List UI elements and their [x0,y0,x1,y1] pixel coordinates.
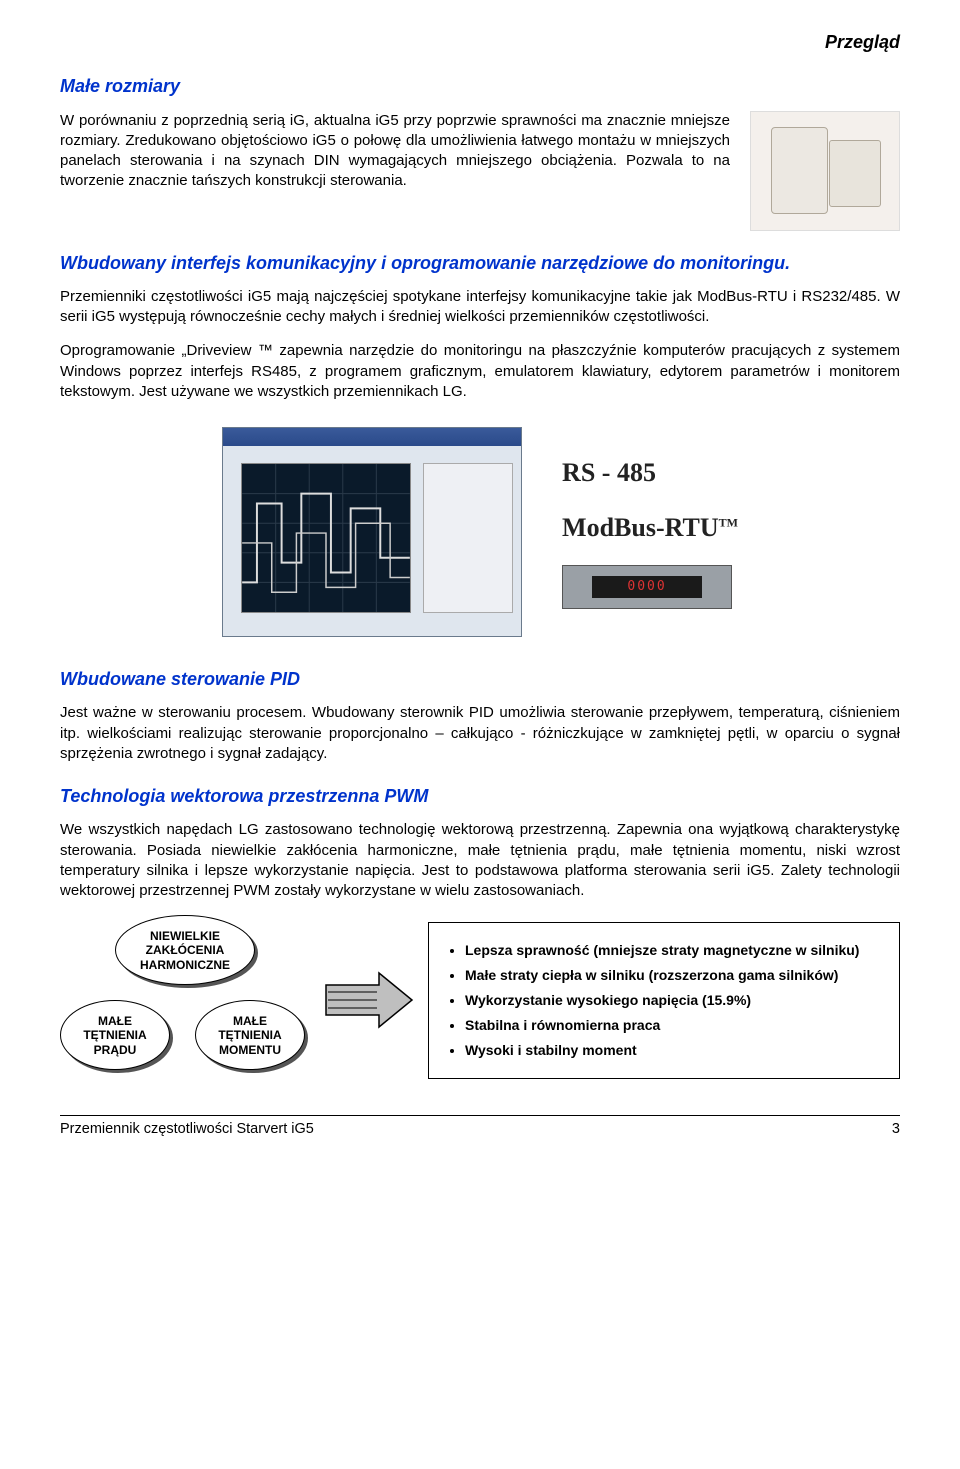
section2-title: Wbudowany interfejs komunikacyjny i opro… [60,251,900,275]
software-figure: RS - 485 ModBus-RTUTM 0000 [60,427,900,637]
bubble-harmonics: NIEWIELKIE ZAKŁÓCENIA HARMONICZNE [115,915,255,985]
benefit-item: Wykorzystanie wysokiego napięcia (15.9%) [465,991,881,1010]
bubble-left-l3: PRĄDU [94,1043,137,1057]
bubble-top-l1: NIEWIELKIE [150,929,220,943]
footer-page-number: 3 [892,1120,900,1140]
protocol-block: RS - 485 ModBus-RTUTM 0000 [562,455,738,609]
section3-p1: Jest ważne w sterowaniu procesem. Wbudow… [60,703,900,764]
window-sidepanel [423,463,513,613]
bubble-torque: MAŁE TĘTNIENIA MOMENTU [195,1000,305,1070]
window-titlebar [223,428,521,446]
section2-p1: Przemienniki częstotliwości iG5 mają naj… [60,287,900,328]
bubbles-group: NIEWIELKIE ZAKŁÓCENIA HARMONICZNE MAŁE T… [60,915,310,1085]
section1-p1: W porównaniu z poprzednią serią iG, aktu… [60,111,730,192]
modbus-label: ModBus-RTUTM [562,510,738,545]
section4-p1: We wszystkich napędach LG zastosowano te… [60,820,900,901]
device-image [750,111,900,231]
modbus-text: ModBus-RTU [562,513,719,542]
page-footer: Przemiennik częstotliwości Starvert iG5 … [60,1115,900,1140]
benefit-item: Wysoki i stabilny moment [465,1041,881,1060]
waveform-graph [241,463,411,613]
bubble-right-l3: MOMENTU [219,1043,281,1057]
pwm-diagram: NIEWIELKIE ZAKŁÓCENIA HARMONICZNE MAŁE T… [60,915,900,1085]
bubble-right-l2: TĘTNIENIA [218,1028,281,1042]
section4-title: Technologia wektorowa przestrzenna PWM [60,784,900,808]
rs485-label: RS - 485 [562,455,738,490]
modbus-tm: TM [719,515,738,529]
benefits-list: Lepsza sprawność (mniejsze straty magnet… [457,941,881,1059]
benefit-item: Lepsza sprawność (mniejsze straty magnet… [465,941,881,960]
footer-title: Przemiennik częstotliwości Starvert iG5 [60,1120,314,1140]
page-category: Przegląd [60,30,900,54]
section3-title: Wbudowane sterowanie PID [60,667,900,691]
section1-title: Małe rozmiary [60,74,900,98]
benefit-item: Małe straty ciepła w silniku (rozszerzon… [465,966,881,985]
keypad-display: 0000 [562,565,732,609]
bubble-top-l2: ZAKŁÓCENIA [146,943,225,957]
section2-p2: Oprogramowanie „Driveview ™ zapewnia nar… [60,341,900,402]
bubble-current: MAŁE TĘTNIENIA PRĄDU [60,1000,170,1070]
arrow-icon [324,970,414,1030]
bubble-left-l2: TĘTNIENIA [83,1028,146,1042]
bubble-left-l1: MAŁE [98,1014,132,1028]
benefits-box: Lepsza sprawność (mniejsze straty magnet… [428,922,900,1078]
driveview-window [222,427,522,637]
bubble-top-l3: HARMONICZNE [140,958,230,972]
bubble-right-l1: MAŁE [233,1014,267,1028]
benefit-item: Stabilna i równomierna praca [465,1016,881,1035]
section1-row: W porównaniu z poprzednią serią iG, aktu… [60,111,900,231]
